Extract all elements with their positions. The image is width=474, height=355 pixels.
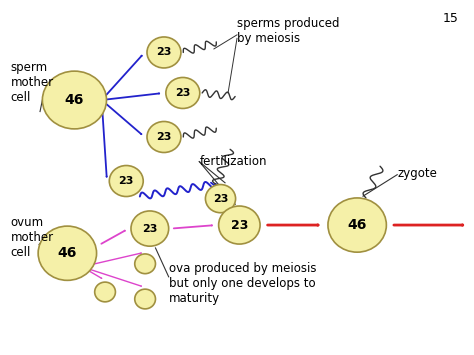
Ellipse shape bbox=[166, 77, 200, 109]
Text: 23: 23 bbox=[156, 48, 172, 58]
Text: 46: 46 bbox=[58, 246, 77, 260]
Ellipse shape bbox=[147, 37, 181, 68]
Ellipse shape bbox=[328, 198, 386, 252]
Ellipse shape bbox=[147, 121, 181, 153]
Text: zygote: zygote bbox=[397, 168, 437, 180]
Text: 46: 46 bbox=[347, 218, 367, 232]
Ellipse shape bbox=[135, 289, 155, 309]
Text: sperm
mother
cell: sperm mother cell bbox=[11, 61, 54, 104]
Text: fertilization: fertilization bbox=[199, 155, 267, 168]
Text: 23: 23 bbox=[118, 176, 134, 186]
Text: 23: 23 bbox=[142, 224, 157, 234]
Ellipse shape bbox=[219, 206, 260, 244]
Ellipse shape bbox=[205, 185, 236, 213]
Text: sperms produced
by meiosis: sperms produced by meiosis bbox=[237, 17, 339, 45]
Text: 23: 23 bbox=[175, 88, 191, 98]
Text: 46: 46 bbox=[65, 93, 84, 107]
Text: 23: 23 bbox=[231, 219, 248, 231]
Ellipse shape bbox=[38, 226, 97, 280]
Ellipse shape bbox=[131, 211, 169, 246]
Text: 23: 23 bbox=[213, 193, 228, 204]
Ellipse shape bbox=[95, 282, 116, 302]
Text: ova produced by meiosis
but only one develops to
maturity: ova produced by meiosis but only one dev… bbox=[169, 262, 316, 305]
Text: 15: 15 bbox=[443, 12, 458, 25]
Ellipse shape bbox=[42, 71, 107, 129]
Ellipse shape bbox=[109, 165, 143, 197]
Ellipse shape bbox=[135, 254, 155, 274]
Text: ovum
mother
cell: ovum mother cell bbox=[11, 216, 54, 259]
Text: 23: 23 bbox=[156, 132, 172, 142]
